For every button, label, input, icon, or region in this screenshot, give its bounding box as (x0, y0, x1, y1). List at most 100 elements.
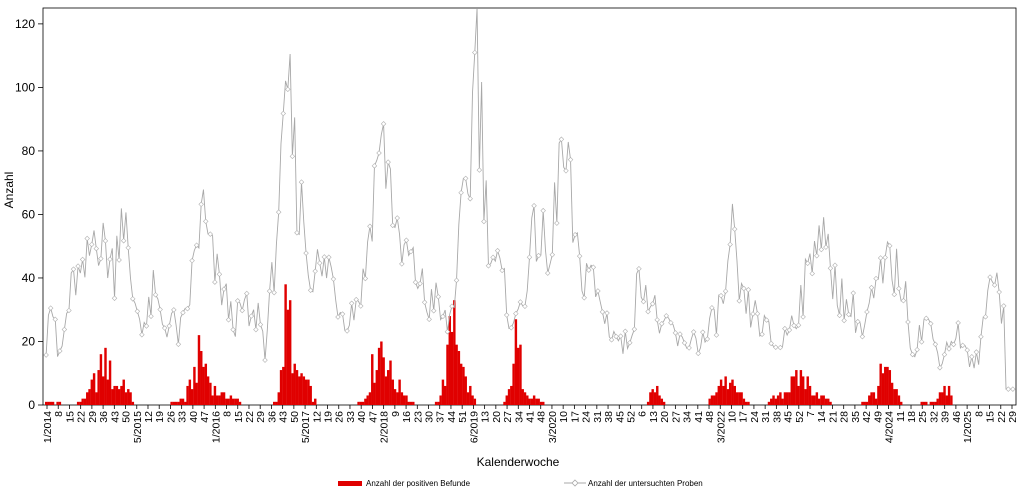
x-tick-label: 29 (1007, 411, 1019, 423)
tested-point (590, 264, 597, 270)
tested-point (453, 277, 460, 284)
tested-point (216, 271, 223, 277)
positive-bar (231, 398, 235, 405)
positive-bar (646, 401, 650, 405)
tested-point (494, 247, 501, 254)
positive-bar (931, 401, 935, 405)
positive-bar (76, 401, 80, 405)
x-tick-label: 8 (53, 411, 65, 417)
tested-point (394, 215, 400, 221)
positive-bar (90, 379, 94, 405)
positive-bar (710, 395, 714, 405)
positive-bar (124, 392, 128, 405)
tested-point (690, 329, 697, 335)
positive-bar (111, 389, 114, 405)
y-tick-label: 60 (22, 207, 36, 221)
positive-bar (83, 398, 87, 405)
tested-point (695, 350, 701, 357)
tested-point (253, 326, 259, 333)
x-tick-label: 25 (917, 411, 929, 423)
x-tick-label: 26 (165, 411, 177, 423)
x-tick-label: 48 (704, 411, 716, 423)
x-tick-label: 36 (98, 411, 110, 423)
positive-bar (888, 370, 892, 405)
tested-point (98, 255, 104, 262)
positive-bar (874, 398, 878, 405)
x-tick-label: 13 (480, 411, 492, 423)
x-tick-label: 50 (121, 411, 133, 423)
tested-point (134, 308, 141, 315)
positive-bar (811, 395, 814, 405)
positive-bar (950, 395, 953, 405)
tested-point (987, 274, 993, 280)
positive-bar (781, 398, 784, 405)
positive-bar (658, 395, 661, 405)
tested-point (759, 331, 765, 337)
positive-bar (200, 351, 203, 405)
positive-bar (735, 392, 739, 405)
tested-point (458, 189, 464, 196)
tested-point (868, 284, 875, 291)
positive-bar (444, 385, 447, 405)
positive-bar (542, 401, 545, 405)
positive-bar (936, 398, 939, 405)
x-tick-label: 28 (839, 411, 851, 423)
tested-point (348, 300, 355, 307)
x-tick-label: 4/2024 (884, 411, 896, 443)
x-tick-label: 7 (805, 411, 817, 417)
tested-point (399, 261, 405, 267)
positive-bar (824, 398, 828, 405)
positive-bar (291, 373, 294, 405)
positive-bar (314, 398, 317, 405)
x-tick-label: 52 (794, 411, 806, 423)
positive-bar (740, 392, 743, 405)
positive-bar (790, 376, 793, 405)
positive-bar (865, 401, 869, 405)
tested-point (686, 345, 692, 351)
positive-bar (279, 370, 283, 405)
tested-point (417, 280, 423, 287)
x-tick-label: 50 (289, 411, 301, 423)
tested-point (531, 203, 537, 209)
tested-point (203, 218, 209, 225)
tested-point (449, 303, 455, 309)
tested-point (303, 250, 309, 256)
x-tick-label: 52 (625, 411, 637, 423)
tested-point (750, 311, 756, 317)
tested-point (700, 329, 706, 335)
tested-point (312, 268, 318, 274)
tested-point (996, 289, 1002, 295)
x-tick-label: 41 (525, 411, 537, 423)
positive-bar (733, 385, 736, 405)
positive-bar (234, 398, 237, 405)
tested-point (659, 320, 665, 327)
x-tick-label: 1/2016 (210, 411, 222, 443)
positive-bar (193, 366, 196, 405)
positive-bar (129, 392, 132, 405)
tested-point (572, 232, 578, 238)
positive-bar (872, 392, 876, 405)
tested-point (636, 266, 642, 272)
positive-bar (863, 401, 866, 405)
tested-point (850, 290, 856, 296)
tested-point (499, 267, 505, 274)
positive-bar (651, 389, 654, 405)
tested-point (909, 351, 916, 358)
positive-bar (95, 392, 98, 405)
positive-bar (92, 373, 96, 405)
positive-bar (776, 395, 780, 405)
tested-point (166, 323, 172, 329)
positive-bar (206, 376, 210, 405)
tested-point (727, 241, 733, 248)
tested-point (43, 352, 49, 358)
tested-point (545, 270, 551, 276)
positive-bar (900, 401, 903, 405)
tested-point (335, 314, 341, 320)
y-tick-label: 120 (15, 17, 35, 31)
positive-bar (934, 401, 937, 405)
positive-bar (222, 392, 226, 405)
tested-point (367, 223, 373, 230)
positive-bar (806, 376, 809, 405)
x-tick-label: 21 (827, 411, 839, 423)
